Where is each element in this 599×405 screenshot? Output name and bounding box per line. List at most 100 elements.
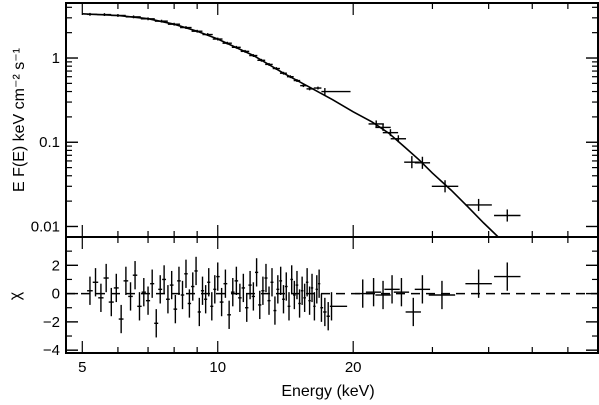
residual-point [194,256,198,286]
bottom-y-tick-label: 2 [52,257,60,274]
residual-point [173,295,178,324]
residual-point [191,272,195,301]
residual-point [158,275,163,304]
residual-point [282,285,285,314]
residual-point [166,285,170,314]
residual-point [98,283,104,312]
residual-point [92,268,99,297]
top-y-tick-label: 0.1 [39,134,60,151]
residual-point [308,286,311,315]
residual-point [313,292,316,321]
bottom-y-tick-label: −4 [43,342,60,359]
residual-point [290,265,294,294]
bottom-y-tick-label: 0 [52,286,60,303]
residual-point [241,273,246,303]
residual-point [223,269,228,298]
residual-point [279,266,283,295]
residual-point [375,280,391,310]
residual-point [184,259,188,288]
top-y-axis-title: E F(E) keV cm⁻² s⁻¹ [11,48,28,192]
residual-point [207,268,211,297]
residual-point [187,289,192,318]
residual-point [273,296,277,325]
residual-point [355,279,371,308]
residual-point [287,292,291,321]
residual-point [113,273,119,303]
bottom-axis-ticks: 20−2−45 10 20 [43,237,599,376]
residual-point [180,280,185,310]
residual-point [162,265,167,294]
residual-point [320,293,324,322]
residual-point [405,297,421,327]
residual-point [204,285,208,314]
residual-point [219,287,224,317]
residual-point [123,266,129,295]
residual-point [154,309,159,338]
residual-point [118,304,124,334]
residual-point [216,262,220,291]
residual-point [230,278,235,307]
residual-point [393,278,410,307]
residual-point [169,270,174,300]
top-panel: 1 0.1 0.01 E F(E) keV cm⁻² s⁻¹ [11,2,599,238]
x-tick-label: 10 [209,359,226,376]
residual-point [227,300,231,329]
top-axis-ticks: 1 0.1 0.01 [31,3,599,237]
residual-point [326,302,330,331]
residual-point [128,282,133,311]
residual-point [494,262,521,291]
residual-point [317,269,321,298]
residual-point [248,270,252,300]
residual-point [270,268,274,297]
residual-point [200,276,205,305]
bottom-panel-frame [65,236,599,354]
x-axis-title: Energy (keV) [281,383,374,400]
residual-point [284,272,288,301]
residual-point [384,275,400,304]
residual-point [238,283,242,312]
residual-point [298,289,301,318]
residual-point [300,276,304,305]
residual-point [258,290,262,320]
residual-point [323,297,327,327]
top-panel-clip-content [82,12,521,237]
residual-point [428,280,456,310]
residual-point [150,269,155,298]
residual-point [305,268,309,297]
residual-point [108,287,114,317]
residual-point [295,270,299,300]
residual-point [310,273,314,303]
residual-point [267,286,271,315]
residual-point [234,266,239,295]
residual-point [365,278,382,307]
x-tick-label: 5 [78,359,86,376]
residual-point [132,261,138,290]
residual-point [465,269,492,298]
top-y-tick-label: 0.01 [31,218,60,235]
bottom-y-tick-label: −2 [43,314,60,331]
x-tick-label: 20 [345,359,362,376]
residual-point [177,266,181,295]
residual-point [137,292,142,321]
spectrum-data-point [465,198,492,212]
residual-point [210,292,214,321]
top-y-tick-label: 1 [52,50,60,67]
spectrum-data-point [313,86,322,90]
model-curve [82,13,499,237]
residual-point [245,293,249,322]
bottom-y-axis-title: χ [7,291,24,300]
residual-point [315,275,318,304]
residual-point [251,282,255,311]
spectrum-data-point [494,209,521,222]
residual-point [254,258,259,287]
residual-point [293,280,296,310]
residual-point [303,283,306,312]
residual-point [264,263,268,293]
residual-point [103,263,109,293]
top-panel-frame [65,2,599,238]
residual-point [261,276,265,305]
spectrum-data-point [431,180,459,193]
residual-point [276,275,280,304]
spectrum-data-point [321,88,351,96]
